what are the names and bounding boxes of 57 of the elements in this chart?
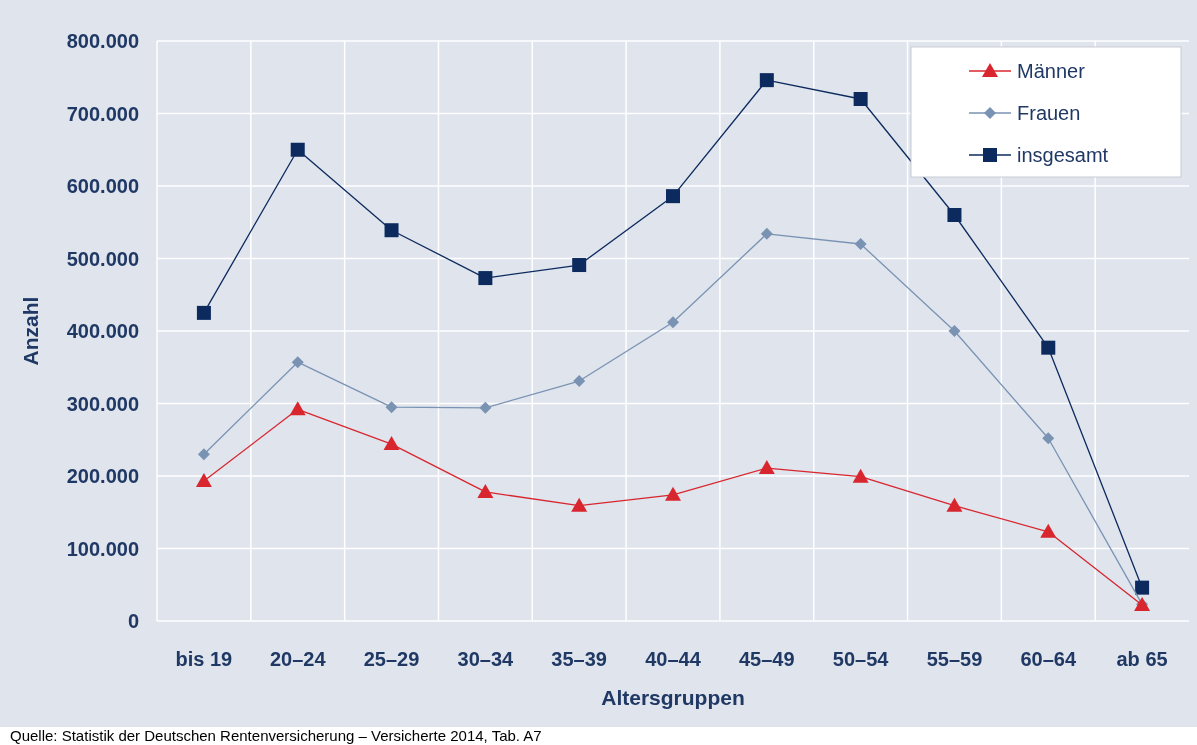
x-tick-label: 40–44 [645, 648, 702, 670]
point [196, 305, 211, 320]
point [383, 436, 400, 451]
point [666, 189, 680, 204]
point [478, 271, 493, 286]
point [289, 401, 306, 416]
point [852, 468, 869, 483]
point [291, 356, 304, 369]
point [1041, 340, 1056, 355]
point [759, 73, 774, 88]
y-tick-label: 600.000 [66, 175, 139, 197]
point [760, 227, 773, 240]
y-tick-label: 700.000 [66, 102, 139, 125]
x-tick-label: ab 65 [1116, 648, 1168, 670]
point [947, 208, 962, 222]
legend-label: insgesamt [1017, 144, 1109, 166]
point [667, 316, 679, 329]
x-tick-label: 55–59 [926, 648, 983, 670]
point [572, 258, 587, 273]
x-tick-label: 35–39 [551, 648, 607, 670]
point [571, 497, 588, 512]
x-tick-label: 30–34 [457, 648, 515, 670]
y-tick-label: 300.000 [66, 392, 139, 415]
point [1042, 432, 1055, 445]
x-tick-label: 20–24 [269, 648, 327, 670]
point [1135, 580, 1150, 595]
point [477, 483, 494, 498]
point [1040, 523, 1057, 538]
point [948, 325, 961, 337]
legend-label: Männer [1017, 60, 1086, 82]
y-tick-label: 100.000 [66, 537, 139, 560]
point [573, 375, 586, 388]
point [195, 473, 212, 488]
x-tick-label: 50–54 [832, 648, 890, 670]
source-note: Quelle: Statistik der Deutschen Rentenversicherung – Versicherte 2014, Tab. A7 [10, 727, 542, 744]
point [665, 486, 681, 501]
y-tick-label: 0 [127, 610, 139, 632]
point [853, 92, 868, 106]
x-tick-label: 45–49 [739, 648, 795, 670]
y-tick-label: 500.000 [66, 247, 139, 270]
y-axis-title: Anzahl [19, 296, 42, 366]
y-tick-label: 800.000 [66, 30, 139, 52]
y-tick-label: 400.000 [66, 320, 139, 342]
x-tick-label: 60–64 [1020, 648, 1077, 670]
point [854, 238, 867, 250]
point [479, 401, 492, 414]
point [385, 401, 398, 414]
point [384, 223, 399, 238]
x-axis-title: Altersgruppen [601, 686, 745, 709]
x-tick-label: bis 19 [175, 648, 233, 670]
legend-label: Frauen [1017, 102, 1081, 124]
x-tick-label: 25–29 [363, 648, 420, 670]
point [290, 142, 305, 157]
point [758, 460, 775, 475]
point [946, 497, 963, 512]
y-tick-label: 200.000 [66, 465, 139, 487]
point [197, 448, 210, 461]
